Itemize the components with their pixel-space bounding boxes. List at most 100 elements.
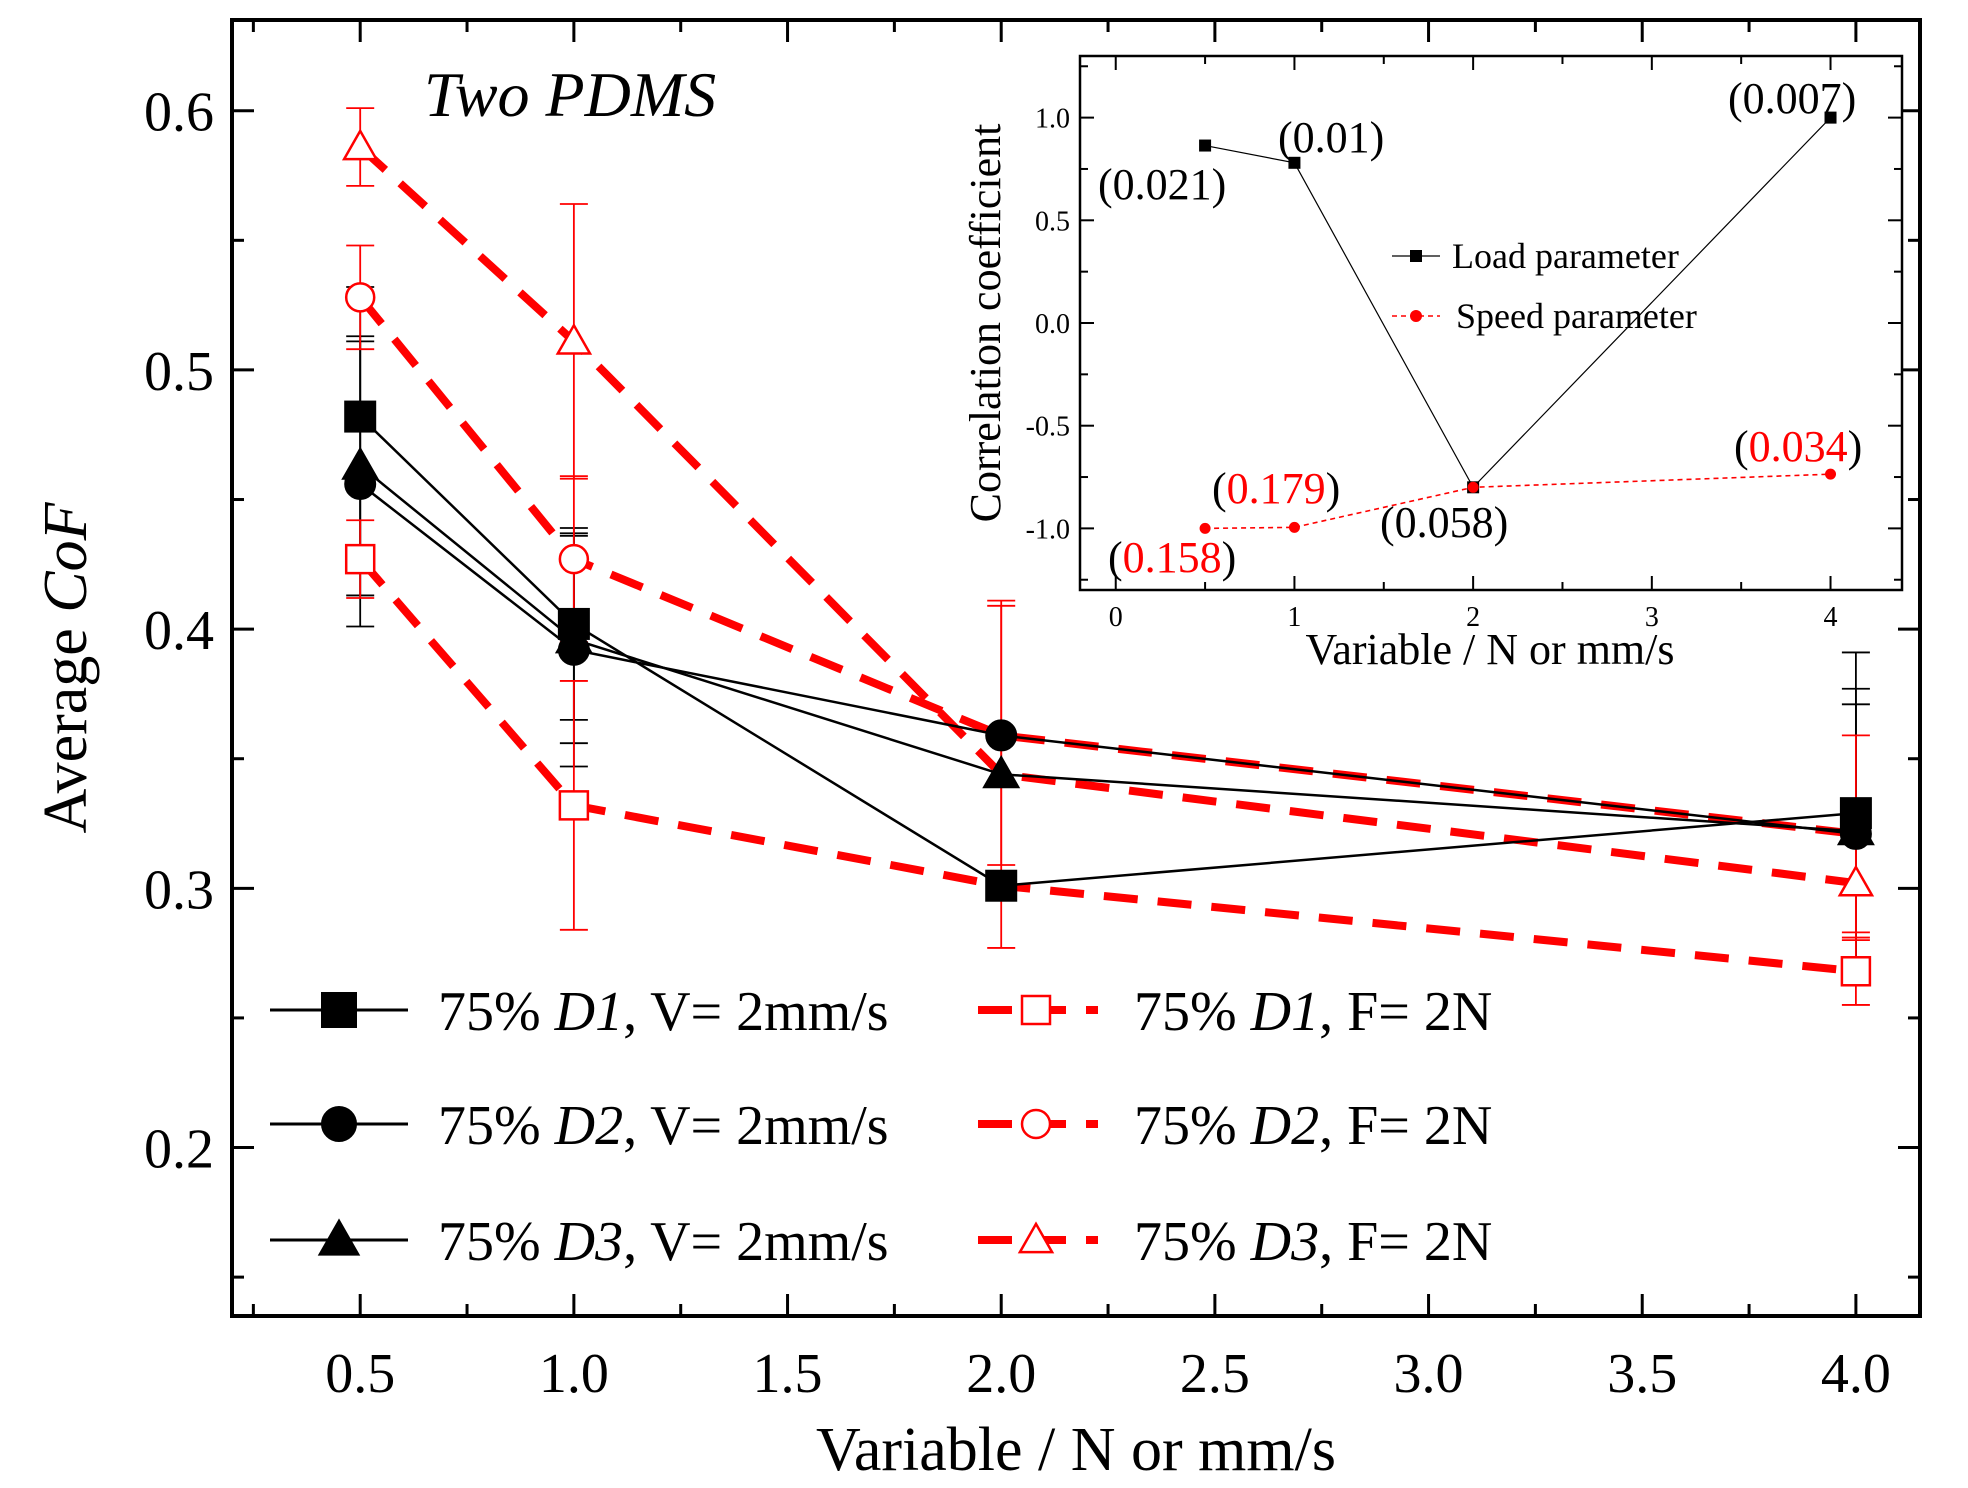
legend-entry: 75% D3, F= 2N [978,1211,1492,1273]
inset-annotation-load: (0.021) [1098,160,1226,209]
main-x-tick-label: 4.0 [1821,1343,1891,1405]
inset-data-point [1199,522,1211,534]
main-data-point [341,446,380,480]
annotation-value: 0.158 [1123,533,1222,582]
main-x-tick-label: 3.5 [1607,1343,1677,1405]
main-series-line [359,482,1857,836]
main-x-tick-label: 1.0 [539,1343,609,1405]
legend-label-italic: D1 [1250,981,1319,1043]
legend-marker [1020,994,1052,1026]
inset-annotation-load: (0.058) [1380,498,1508,547]
inset-y-tick-label: 1.0 [1035,104,1070,135]
main-legend: 75% D1, V= 2mm/s75% D2, V= 2mm/s75% D3, … [270,981,1492,1273]
legend-label-italic: D1 [554,981,623,1043]
inset-series-lines [1204,117,1831,530]
inset-x-tick-label: 2 [1466,602,1480,633]
main-series-line [359,415,1857,888]
main-chart-title: Two PDMS [424,59,716,130]
inset-x-tick-label: 3 [1645,602,1659,633]
legend-label-post: , V= 2mm/s [623,981,888,1043]
inset-data-point [1825,468,1837,480]
main-data-point [554,620,593,654]
legend-label: 75% D1, F= 2N [1134,981,1492,1043]
legend-label: 75% D3, F= 2N [1134,1211,1492,1273]
inset-y-axis-label: Correlation coefficient [961,124,1010,523]
legend-marker [321,992,357,1028]
annotation-open-paren: ( [1734,422,1749,471]
legend-label: 75% D1, V= 2mm/s [438,981,889,1043]
inset-y-tick-label: 0.0 [1035,309,1070,340]
inset-legend-label: Load parameter [1452,236,1679,276]
main-data-point [341,128,379,161]
main-y-axis-label: Average CoF [32,501,100,833]
annotation-close-paren: ) [1848,422,1863,471]
legend-marker [1020,1108,1052,1140]
main-x-tick-label: 0.5 [325,1343,395,1405]
legend-label-italic: D3 [1250,1211,1319,1273]
main-data-point [1836,812,1875,846]
main-data-point [555,322,593,355]
legend-label-post: , F= 2N [1319,1095,1492,1157]
inset-y-tick-label: 0.5 [1035,206,1070,237]
inset-y-tick-labels: 1.0 0.5 0.0 -0.5 -1.0 [1026,104,1070,546]
main-data-point [558,790,590,821]
inset-chart: 0 1 2 3 4 1.0 0.5 0.0 -0.5 -1.0 (0.021) (0.01) (0.… [961,54,1904,674]
main-x-tick-label: 2.5 [1180,1343,1250,1405]
annotation-open-paren: ( [1212,464,1227,513]
annotation-close-paren: ) [1222,533,1237,582]
inset-plot-frame [1078,54,1904,592]
main-data-point [982,755,1021,789]
legend-entry: 75% D3, V= 2mm/s [270,1211,889,1273]
inset-data-point [1288,521,1300,533]
main-y-tick-labels: 0.2 0.3 0.4 0.5 0.6 [144,82,214,1181]
inset-data-point [1288,156,1301,169]
legend-label-post: , F= 2N [1319,981,1492,1043]
main-series-line [357,144,1857,888]
inset-annotation-speed: (0.179) [1212,464,1340,513]
annotation-open-paren: ( [1108,533,1123,582]
inset-annotation-load: (0.007) [1728,74,1856,123]
inset-x-axis-label: Variable / N or mm/s [1305,625,1674,674]
main-data-point [985,719,1018,752]
main-y-tick-label: 0.2 [144,1119,214,1181]
main-data-point [1840,956,1872,987]
inset-legend-marker [1410,250,1422,262]
legend-label-post: , F= 2N [1319,1211,1492,1273]
annotation-value: 0.034 [1749,422,1848,471]
main-data-point [558,543,590,575]
main-series-lines [357,144,1857,976]
main-y-tick-label: 0.6 [144,82,214,144]
legend-label: 75% D2, F= 2N [1134,1095,1492,1157]
main-y-axis-label-prefix: Average [32,613,100,834]
inset-y-tick-label: -0.5 [1026,412,1070,443]
inset-data-point [1199,139,1212,152]
legend-marker [1017,1221,1055,1254]
legend-label-pre: 75% [1134,1095,1251,1157]
inset-legend: Load parameter Speed parameter [1392,236,1697,336]
legend-label-pre: 75% [1134,981,1251,1043]
main-plot-frame [230,18,1922,1318]
main-y-tick-label: 0.4 [144,600,214,662]
inset-data-point [1824,111,1837,124]
legend-label: 75% D2, V= 2mm/s [438,1095,889,1157]
main-series-line [357,556,1857,976]
main-x-tick-label: 1.5 [753,1343,823,1405]
legend-label-post: , V= 2mm/s [623,1211,888,1273]
inset-axis-ticks [1080,56,1902,590]
inset-markers [1199,111,1837,534]
annotation-value: 0.179 [1227,464,1326,513]
inset-x-tick-label: 4 [1824,602,1838,633]
main-data-point [344,282,376,313]
inset-annotation-speed: (0.158) [1108,533,1236,582]
main-data-point [1837,864,1875,897]
legend-entry: 75% D1, F= 2N [978,981,1492,1043]
main-data-point [344,400,377,433]
inset-legend-entry: Load parameter [1392,236,1679,276]
inset-annotation-speed: (0.034) [1734,422,1862,471]
legend-label-italic: D2 [1250,1095,1319,1157]
legend-entry: 75% D2, F= 2N [978,1095,1492,1157]
inset-legend-marker [1410,310,1422,322]
main-data-point [344,543,376,575]
inset-legend-entry: Speed parameter [1392,296,1697,336]
